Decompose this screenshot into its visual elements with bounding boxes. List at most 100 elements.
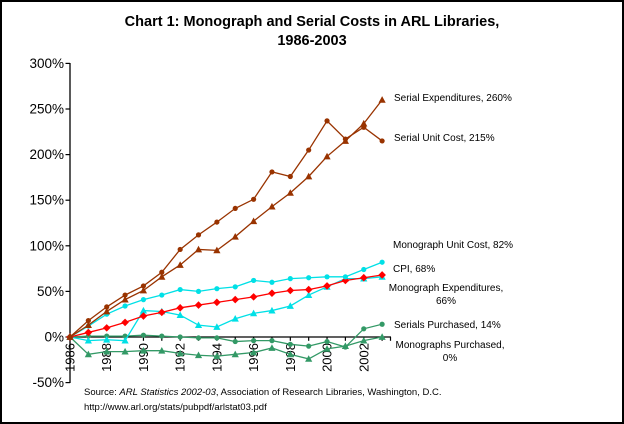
series-marker-serial-expenditures	[84, 321, 92, 329]
series-marker-monograph-expenditures	[84, 336, 92, 344]
series-label-monographs-purchased: Monographs Purchased, 0%	[390, 339, 510, 365]
series-marker-serial-expenditures	[250, 217, 258, 225]
series-marker-monograph-expenditures	[231, 315, 239, 322]
series-marker-serial-expenditures	[213, 246, 221, 254]
y-tick-label: 50%	[37, 284, 64, 299]
series-marker-cpi	[286, 286, 295, 295]
series-marker-monograph-unit-cost	[379, 259, 385, 265]
series-marker-monograph-unit-cost	[251, 277, 257, 284]
series-marker-monograph-expenditures	[286, 302, 294, 309]
series-marker-serial-unit-cost	[324, 118, 330, 124]
series-marker-monograph-unit-cost	[195, 288, 202, 294]
series-marker-monographs-purchased	[360, 336, 368, 344]
series-line-monographs-purchased	[69, 336, 383, 360]
series-marker-serial-unit-cost	[287, 173, 293, 180]
series-marker-monographs-purchased	[305, 355, 313, 362]
series-marker-monograph-expenditures	[213, 323, 221, 330]
x-tick-label: 1998	[283, 343, 298, 372]
series-marker-serial-expenditures	[66, 333, 74, 340]
series-marker-serial-expenditures	[158, 273, 166, 280]
series-marker-serial-expenditures	[176, 261, 184, 268]
x-tick-label: 1992	[173, 343, 188, 372]
x-tick-label: 1996	[246, 343, 261, 372]
y-tick-label: 0%	[44, 330, 64, 345]
series-marker-monograph-expenditures	[268, 306, 276, 314]
x-tick-label: 1986	[63, 343, 78, 372]
y-tick-label: 200%	[29, 147, 64, 162]
series-marker-monograph-unit-cost	[159, 292, 165, 298]
series-marker-monographs-purchased	[121, 347, 129, 355]
series-marker-serial-expenditures	[268, 202, 276, 210]
series-marker-serial-expenditures	[231, 232, 239, 240]
series-marker-serials-purchased	[342, 344, 348, 350]
series-marker-monograph-unit-cost	[324, 274, 330, 280]
series-marker-serial-expenditures	[121, 295, 129, 303]
source-citation: Source: ARL Statistics 2002-03, Associat…	[84, 385, 442, 400]
series-line-monograph-unit-cost	[69, 261, 383, 338]
series-marker-serials-purchased	[379, 321, 385, 327]
series-marker-serial-expenditures	[341, 137, 349, 144]
series-marker-cpi	[249, 293, 258, 301]
series-marker-monograph-expenditures	[250, 309, 258, 317]
source-url: http://www.arl.org/stats/pubpdf/arlstat0…	[84, 402, 267, 413]
y-tick-label: 300%	[29, 56, 64, 71]
series-marker-serial-unit-cost	[306, 147, 312, 153]
series-marker-monographs-purchased	[139, 346, 148, 354]
series-marker-serials-purchased	[232, 338, 238, 345]
source-prefix: Source:	[84, 387, 120, 398]
series-marker-monograph-expenditures	[194, 321, 203, 329]
source-rest: , Association of Research Libraries, Was…	[215, 387, 442, 398]
series-marker-serial-unit-cost	[195, 232, 202, 238]
series-marker-serial-unit-cost	[214, 219, 220, 225]
y-tick-label: 100%	[29, 238, 64, 253]
series-label-monograph-expenditures: Monograph Expenditures, 66%	[388, 282, 504, 308]
series-marker-serial-unit-cost	[140, 283, 147, 289]
series-marker-monographs-purchased	[176, 349, 184, 357]
series-marker-cpi	[158, 308, 166, 317]
series-marker-serials-purchased	[269, 338, 275, 344]
series-marker-monograph-expenditures	[176, 311, 184, 319]
series-marker-monographs-purchased	[378, 333, 386, 340]
series-marker-monographs-purchased	[286, 350, 294, 358]
series-marker-serial-unit-cost	[159, 269, 165, 275]
series-marker-serials-purchased	[361, 326, 367, 332]
series-marker-serial-unit-cost	[232, 205, 238, 212]
series-marker-cpi	[323, 282, 331, 290]
series-label-serial-unit-cost: Serial Unit Cost, 215%	[394, 133, 495, 144]
series-marker-cpi	[121, 318, 129, 327]
series-line-serial-unit-cost	[69, 119, 383, 338]
series-marker-serial-unit-cost	[379, 138, 385, 144]
series-label-line: Monograph Expenditures,	[388, 283, 504, 294]
series-marker-serial-expenditures	[323, 152, 331, 160]
series-label-serial-expenditures: Serial Expenditures, 260%	[394, 93, 512, 104]
series-marker-serials-purchased	[177, 334, 183, 340]
source-publication: ARL Statistics 2002-03	[119, 387, 216, 398]
series-marker-serials-purchased	[140, 332, 147, 338]
y-tick-label: -50%	[32, 375, 64, 390]
chart-title-line2: 1986-2003	[277, 33, 347, 49]
series-label-cpi: CPI, 68%	[393, 264, 436, 275]
chart-title-line1: Chart 1: Monograph and Serial Costs in A…	[124, 14, 500, 30]
series-marker-monograph-unit-cost	[342, 274, 348, 280]
series-marker-monographs-purchased	[213, 352, 221, 360]
series-marker-cpi	[378, 271, 386, 279]
x-tick-label: 1988	[99, 343, 114, 372]
series-marker-cpi	[359, 273, 368, 282]
series-marker-serials-purchased	[159, 333, 165, 339]
series-marker-cpi	[84, 328, 93, 337]
series-marker-cpi	[213, 298, 221, 307]
series-marker-serial-expenditures	[360, 119, 368, 127]
series-marker-monograph-expenditures	[103, 336, 111, 343]
series-marker-monographs-purchased	[323, 345, 331, 352]
chart-title: Chart 1: Monograph and Serial Costs in A…	[2, 13, 622, 51]
y-tick-label: 150%	[29, 193, 64, 208]
series-marker-cpi	[231, 295, 240, 304]
series-label-line: Monographs Purchased,	[395, 340, 505, 351]
series-marker-monographs-purchased	[268, 344, 276, 351]
series-marker-serial-unit-cost	[177, 246, 183, 253]
series-marker-monograph-unit-cost	[177, 286, 183, 293]
series-marker-monographs-purchased	[84, 350, 92, 358]
series-line-serials-purchased	[69, 323, 383, 348]
x-tick-label: 2002	[356, 343, 371, 372]
